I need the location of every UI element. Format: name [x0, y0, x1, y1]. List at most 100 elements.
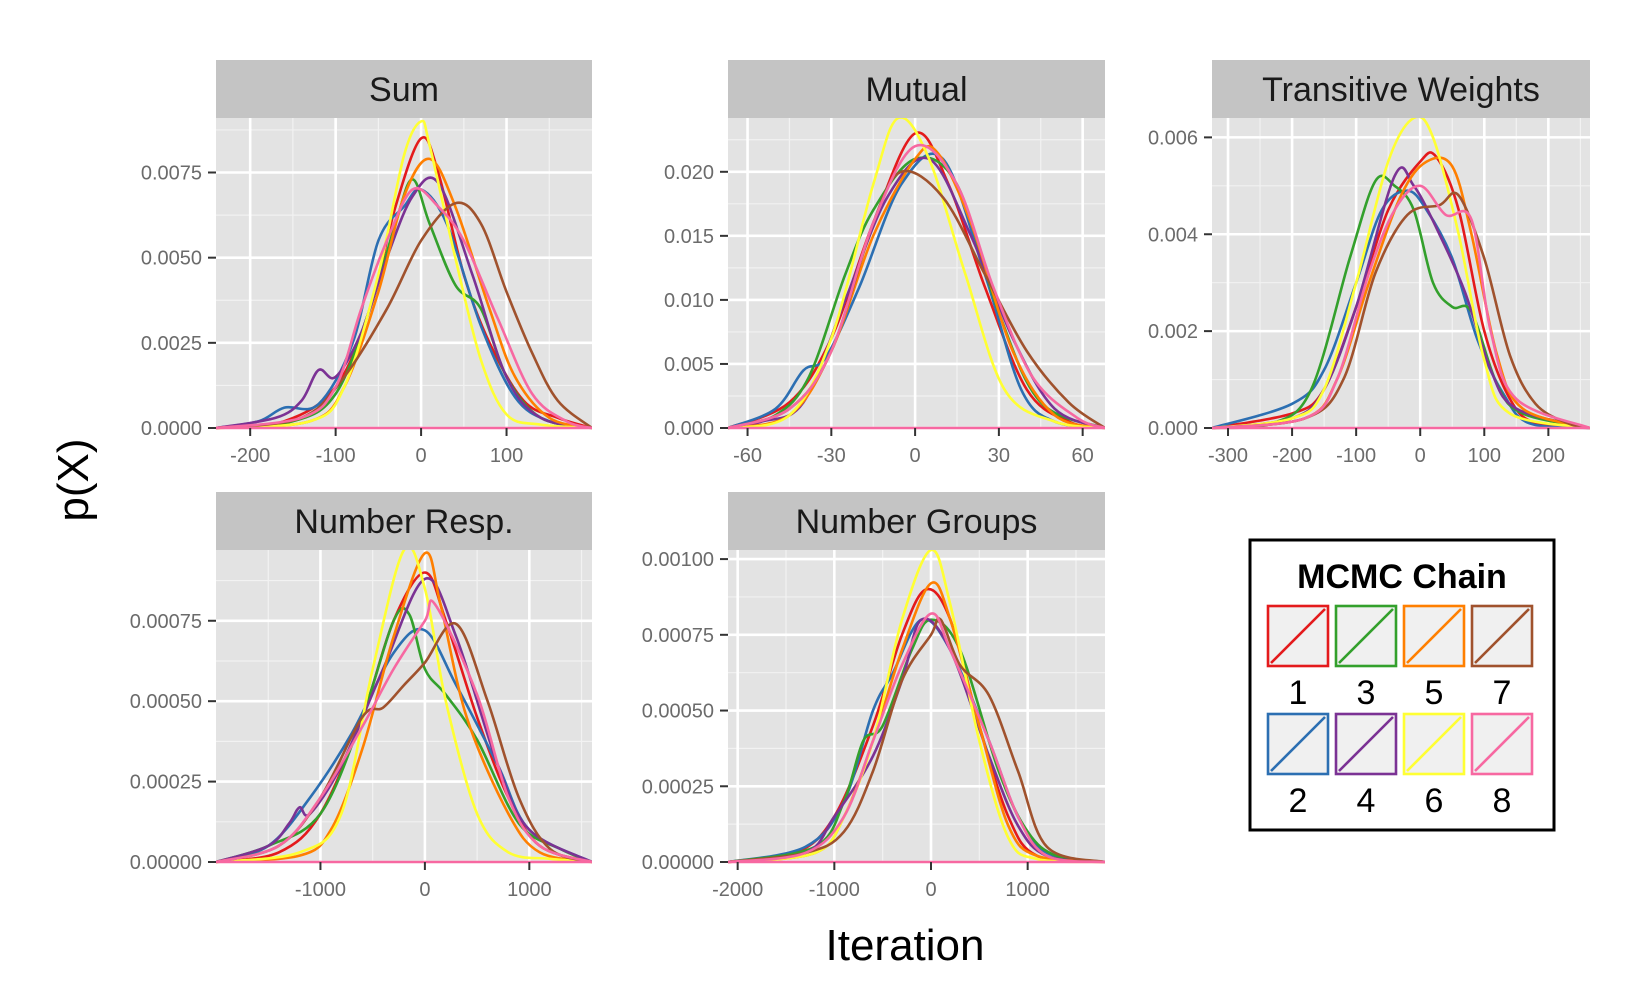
legend-label: 7: [1493, 674, 1512, 712]
axis-ticks: -300 -200 -100 0 100 200 0.000 0.002 0.004 0.006: [1148, 127, 1565, 467]
facet-strip: [216, 492, 592, 550]
x-tick-label: -30: [817, 445, 846, 467]
facet-strip: [216, 60, 592, 118]
x-tick-label: 30: [988, 445, 1010, 467]
panel-background: [1212, 118, 1590, 428]
x-tick-label: -100: [316, 445, 356, 467]
x-tick-label: 1000: [507, 879, 552, 901]
density-lines: [728, 116, 1105, 430]
y-tick-label: 0.002: [1148, 321, 1198, 343]
y-tick-label: 0.00050: [642, 701, 714, 723]
y-tick-label: 0.00000: [130, 852, 202, 874]
x-tick-label: 0: [1415, 445, 1426, 467]
legend-key-line: [1474, 716, 1530, 772]
y-tick-label: 0.00075: [130, 611, 202, 633]
density-line-chain-8: [728, 612, 1105, 864]
density-line-chain-2: [216, 187, 592, 430]
density-line-chain-8: [1212, 184, 1590, 430]
legend-label: 6: [1425, 782, 1444, 820]
x-tick-label: -100: [1336, 445, 1376, 467]
x-tick-label: -300: [1208, 445, 1248, 467]
facet-strip: [728, 60, 1105, 118]
facet-strip-title: Transitive Weights: [1262, 71, 1540, 109]
panel-gridlines: [1212, 118, 1590, 430]
density-lines: [216, 545, 592, 864]
legend-label: 8: [1493, 782, 1512, 820]
y-tick-label: 0.00000: [642, 852, 714, 874]
density-line-chain-1: [728, 131, 1105, 430]
x-tick-label: 100: [1468, 445, 1501, 467]
x-tick-label: 0: [416, 445, 427, 467]
x-tick-label: 60: [1072, 445, 1094, 467]
facet-panel-3: Transitive Weights -300 -200 -100 0 100 200 0.0…: [1148, 60, 1590, 467]
density-line-chain-4: [728, 617, 1105, 864]
y-axis-title: p(X): [49, 438, 98, 521]
legend-label: 3: [1357, 674, 1376, 712]
x-tick-label: 100: [490, 445, 523, 467]
x-tick-label: -200: [1272, 445, 1312, 467]
legend-key-3: 3: [1334, 604, 1398, 712]
legend-key-line: [1338, 716, 1394, 772]
legend-key-line: [1406, 716, 1462, 772]
legend-label: 1: [1289, 674, 1308, 712]
legend-key-line: [1338, 608, 1394, 664]
density-line-chain-8: [216, 599, 592, 864]
density-line-chain-6: [216, 545, 592, 864]
y-tick-label: 0.00100: [642, 549, 714, 571]
x-tick-label: -1000: [809, 879, 860, 901]
legend-label: 2: [1289, 782, 1308, 820]
legend: MCMC Chain 1 3 5 7 2 4 6 8: [1248, 538, 1556, 832]
y-tick-label: 0.010: [664, 290, 714, 312]
legend-key-8: 8: [1470, 712, 1534, 820]
density-line-chain-3: [216, 606, 592, 864]
y-tick-label: 0.00025: [642, 776, 714, 798]
facet-panel-5: Number Groups -2000 -1000 0 1000 0.00000 0.000…: [642, 492, 1105, 901]
panel-background: [728, 118, 1105, 428]
y-tick-label: 0.00050: [130, 691, 202, 713]
facet-panel-1: Sum -200 -100 0 100 0.0000 0.0025 0.0050 0.0075: [141, 60, 592, 467]
facet-strip: [728, 492, 1105, 550]
legend-label: 5: [1425, 674, 1444, 712]
y-tick-label: 0.0050: [141, 248, 202, 270]
y-tick-label: 0.00025: [130, 772, 202, 794]
y-tick-label: 0.005: [664, 354, 714, 376]
facet-strip-title: Number Resp.: [294, 503, 513, 541]
y-tick-label: 0.000: [1148, 418, 1198, 440]
x-tick-label: -60: [733, 445, 762, 467]
x-axis-title: Iteration: [826, 921, 985, 970]
x-tick-label: 1000: [1005, 879, 1050, 901]
facet-panels: Sum-200 -100 0 1000.00000.00250.00500.0075M…: [130, 60, 1590, 901]
legend-key-4: 4: [1334, 712, 1398, 820]
facet-strip-title: Sum: [369, 71, 439, 109]
legend-key-5: 5: [1402, 604, 1466, 712]
x-tick-label: -1000: [295, 879, 346, 901]
density-line-chain-2: [728, 152, 1105, 430]
legend-key-line: [1270, 608, 1326, 664]
density-line-chain-7: [1212, 191, 1590, 430]
density-lines: [1212, 115, 1590, 430]
axis-ticks: -60 -30 0 30 60 0.000 0.005 0.010 0.015 0.020: [664, 162, 1094, 467]
x-tick-label: 200: [1532, 445, 1565, 467]
y-tick-label: 0.006: [1148, 127, 1198, 149]
facet-strip-title: Number Groups: [796, 503, 1038, 541]
x-tick-label: 0: [419, 879, 430, 901]
legend-label: 4: [1357, 782, 1376, 820]
y-tick-label: 0.000: [664, 418, 714, 440]
axis-ticks: -1000 0 1000 0.00000 0.00025 0.00050 0.00075: [130, 611, 552, 901]
legend-key-7: 7: [1470, 604, 1534, 712]
legend-key-line: [1474, 608, 1530, 664]
density-lines: [728, 548, 1105, 864]
legend-key-line: [1270, 716, 1326, 772]
y-tick-label: 0.0075: [141, 163, 202, 185]
axis-ticks: -200 -100 0 100 0.0000 0.0025 0.0050 0.0075: [141, 163, 523, 467]
x-tick-label: 0: [925, 879, 936, 901]
facet-panel-4: Number Resp. -1000 0 1000 0.00000 0.00025 0.00…: [130, 492, 592, 901]
facet-strip-title: Mutual: [865, 71, 967, 109]
x-tick-label: -2000: [712, 879, 763, 901]
facet-strip: [1212, 60, 1590, 118]
legend-key-6: 6: [1402, 712, 1466, 820]
density-line-chain-8: [728, 143, 1105, 430]
facet-panel-2: Mutual -60 -30 0 30 60 0.000 0.005 0.010 0.015 0.0…: [664, 60, 1105, 467]
density-line-chain-6: [216, 119, 592, 430]
